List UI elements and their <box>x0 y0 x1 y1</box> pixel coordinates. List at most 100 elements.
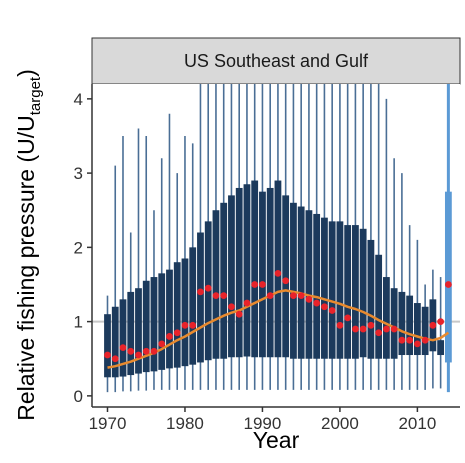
box <box>135 288 142 374</box>
data-point <box>212 292 220 300</box>
box <box>290 202 297 359</box>
data-point <box>204 284 212 292</box>
data-point <box>297 292 305 300</box>
box <box>437 340 445 356</box>
box <box>398 291 406 356</box>
box <box>406 295 414 356</box>
trend-layer <box>107 289 450 369</box>
data-point <box>328 307 336 314</box>
box <box>297 206 305 359</box>
box <box>282 195 290 358</box>
points-layer <box>104 269 452 363</box>
data-point <box>228 303 235 311</box>
box <box>142 280 150 373</box>
box <box>305 210 313 359</box>
box <box>421 306 429 356</box>
box <box>367 239 375 359</box>
data-point <box>437 318 445 326</box>
x-tick-label: 1980 <box>166 414 204 433</box>
box <box>189 247 197 365</box>
data-point <box>173 329 181 337</box>
box <box>375 254 383 359</box>
data-point <box>313 299 321 307</box>
box <box>127 291 135 376</box>
facet-strip-title: US Southeast and Gulf <box>184 51 369 71</box>
data-point <box>398 336 406 344</box>
box <box>235 187 243 358</box>
y-tick-label: 1 <box>74 313 83 332</box>
y-axis-title: Relative fishing pressure (U/Utarget) <box>13 69 44 421</box>
y-tick-label: 4 <box>74 90 83 109</box>
box <box>228 195 235 358</box>
data-point <box>305 295 313 303</box>
data-point <box>390 325 398 333</box>
data-point <box>367 321 375 329</box>
box <box>119 299 127 377</box>
x-ticks-layer: 1970 1980 1990 2000 2010 <box>89 407 436 433</box>
box <box>243 184 251 357</box>
box <box>104 314 111 378</box>
box <box>444 191 452 363</box>
y-ticks-layer: 0 1 2 3 4 <box>74 90 92 406</box>
data-point <box>197 288 204 296</box>
box <box>383 277 390 359</box>
data-point <box>383 325 390 333</box>
box <box>220 202 228 359</box>
box <box>212 210 220 359</box>
data-point <box>150 347 158 355</box>
data-point <box>444 281 452 288</box>
data-point <box>282 277 290 285</box>
x-tick-label: 2010 <box>398 414 436 433</box>
box <box>111 306 119 378</box>
box <box>266 187 274 358</box>
data-point <box>359 325 367 333</box>
x-axis-title: Year <box>253 427 300 453</box>
box <box>328 221 336 359</box>
data-point <box>166 333 173 340</box>
data-point <box>336 321 344 329</box>
box <box>181 258 189 367</box>
data-point <box>375 329 383 337</box>
data-point <box>290 292 297 300</box>
data-point <box>104 351 111 359</box>
box <box>352 225 359 359</box>
x-tick-label: 1990 <box>244 414 282 433</box>
data-point <box>274 269 282 277</box>
data-point <box>127 347 135 355</box>
boxes-layer <box>104 84 452 393</box>
data-point <box>251 281 259 288</box>
data-point <box>158 340 166 348</box>
data-point <box>413 340 421 348</box>
data-point <box>243 299 251 307</box>
box <box>313 213 321 359</box>
box <box>259 191 266 358</box>
data-point <box>189 321 197 329</box>
data-point <box>344 314 352 322</box>
y-axis-title-subscript: target <box>27 76 44 115</box>
box <box>336 221 344 359</box>
data-point <box>142 347 150 355</box>
box <box>173 262 181 368</box>
box <box>359 228 367 358</box>
data-point <box>235 310 243 318</box>
box <box>158 273 166 370</box>
box <box>274 180 282 358</box>
y-tick-label: 2 <box>74 238 83 257</box>
box <box>321 217 328 359</box>
data-point <box>135 351 142 359</box>
data-point <box>266 292 274 300</box>
y-tick-label: 0 <box>74 387 83 406</box>
data-point <box>119 344 127 351</box>
y-axis-title-close: ) <box>13 69 39 77</box>
y-axis-title-main: Relative fishing pressure (U/U <box>13 115 39 421</box>
box <box>197 232 204 363</box>
data-point <box>259 281 266 288</box>
data-point <box>111 355 119 363</box>
data-point <box>352 325 359 333</box>
data-point <box>321 303 328 311</box>
x-tick-label: 1970 <box>89 414 127 433</box>
data-point <box>220 292 228 300</box>
box <box>166 269 173 369</box>
x-tick-label: 2000 <box>321 414 359 433</box>
